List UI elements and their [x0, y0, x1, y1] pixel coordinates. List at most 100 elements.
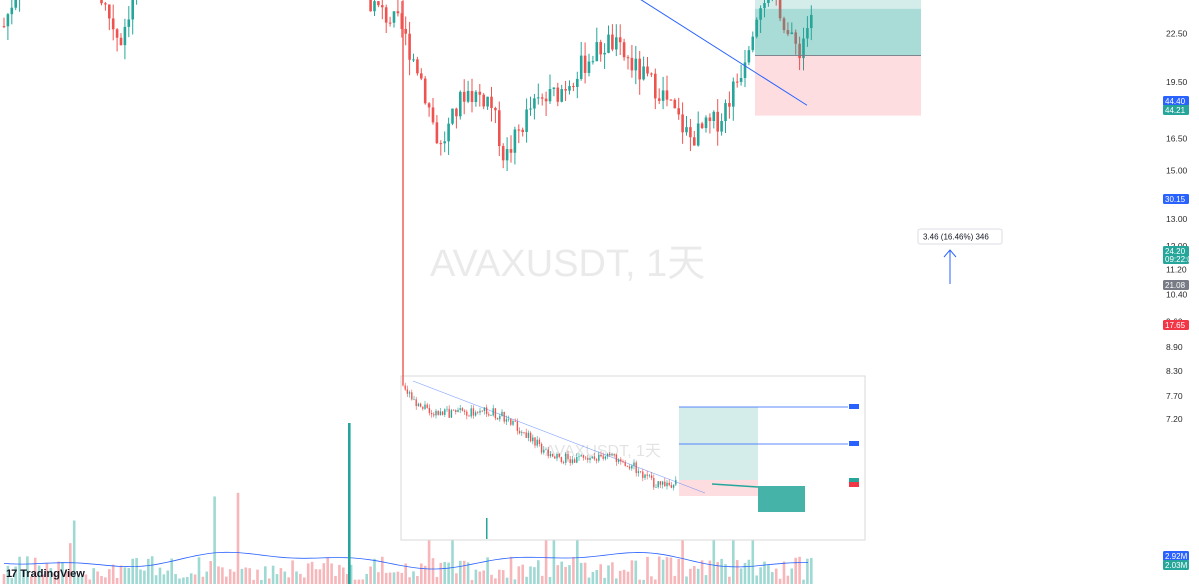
- volume-bar: [482, 570, 485, 584]
- volume-bar: [57, 561, 60, 584]
- volume-bar: [439, 562, 443, 584]
- inset-candle-body: [452, 410, 455, 411]
- position-stop-zone[interactable]: [755, 55, 921, 116]
- volume-bar: [669, 557, 673, 584]
- inset-candle-body: [668, 482, 670, 486]
- volume-bar: [369, 566, 372, 584]
- volume-bar: [357, 579, 361, 584]
- inset-candle-body: [600, 455, 602, 457]
- inset-candle-body: [463, 410, 466, 412]
- inset-candle-body: [415, 399, 417, 407]
- inset-candle-body: [567, 453, 569, 460]
- volume-bar: [540, 575, 544, 584]
- volume-bar: [427, 505, 431, 584]
- candle-body: [802, 38, 805, 59]
- price-tag-label: 21.08: [1165, 281, 1186, 290]
- inset-candle-body: [501, 411, 503, 416]
- candle-body: [794, 32, 797, 44]
- volume-bar: [583, 562, 587, 584]
- candle-body: [447, 123, 450, 142]
- inset-candle-body: [433, 414, 435, 416]
- volume-bar: [186, 576, 189, 584]
- candle-body: [443, 141, 446, 144]
- inset-candle-body: [507, 418, 510, 420]
- volume-bar: [774, 568, 778, 584]
- volume-bar: [111, 564, 115, 584]
- candle-body: [482, 94, 485, 107]
- volume-bar: [310, 561, 314, 584]
- inset-price-tag: [849, 482, 859, 487]
- volume-bar: [712, 500, 716, 584]
- candle-body: [583, 55, 587, 73]
- candle-body: [427, 103, 431, 108]
- candle-body: [689, 127, 692, 138]
- candle-body: [381, 5, 384, 8]
- volume-bar: [724, 564, 727, 584]
- inset-candle-body: [494, 408, 497, 419]
- volume-bar: [763, 561, 766, 584]
- inset-candle-body: [430, 413, 433, 415]
- volume-bar: [509, 556, 513, 584]
- inset-stop-zone: [679, 480, 758, 496]
- inset-candle-body: [650, 475, 653, 478]
- price-tick-label: 15.00: [1166, 166, 1188, 176]
- volume-bar: [786, 575, 790, 584]
- candle-body: [677, 108, 680, 115]
- candle-body: [716, 111, 719, 132]
- volume-bar: [170, 558, 173, 584]
- candle-body: [451, 108, 454, 124]
- volume-bar: [696, 568, 700, 584]
- projection-label-box[interactable]: [917, 228, 1003, 245]
- volume-bar: [794, 557, 797, 584]
- volume-bar: [564, 566, 567, 584]
- inset-candle-body: [593, 456, 596, 460]
- candle-body: [696, 123, 700, 146]
- volume-bar: [435, 577, 439, 584]
- volume-bar: [381, 556, 384, 584]
- volume-bar: [384, 572, 388, 584]
- position-profit-zone[interactable]: [755, 0, 921, 56]
- inset-connector: [711, 483, 759, 488]
- inset-candle-body: [426, 404, 428, 408]
- inset-candle-body: [417, 403, 420, 407]
- trendline[interactable]: [181, 0, 808, 106]
- candle-body: [416, 59, 419, 74]
- candle-body: [751, 36, 755, 51]
- inset-candle-body: [624, 462, 626, 466]
- inset-candle-body: [582, 455, 585, 458]
- volume-bar: [342, 567, 345, 584]
- price-tag-label: 44.21: [1165, 106, 1186, 115]
- candle-body: [455, 108, 458, 117]
- candle-body: [763, 3, 766, 9]
- volume-bar: [26, 556, 29, 584]
- volume-bar: [790, 568, 794, 584]
- volume-bar: [260, 579, 263, 584]
- inset-candle-body: [637, 471, 640, 473]
- volume-bar: [131, 558, 134, 584]
- volume-bar: [505, 577, 509, 584]
- volume-bar: [755, 575, 758, 584]
- candle-body: [595, 42, 599, 62]
- candle-body: [556, 87, 560, 102]
- volume-bar: [178, 578, 181, 584]
- tradingview-logo[interactable]: 17 TradingView: [6, 568, 85, 580]
- volume-bar: [213, 496, 216, 584]
- volume-bar: [751, 520, 755, 584]
- candle-body: [576, 78, 579, 87]
- volume-bar: [373, 558, 376, 584]
- volume-bar: [513, 579, 517, 584]
- inset-candle-body: [657, 481, 659, 488]
- inset-candle-body: [435, 410, 437, 416]
- price-tick-label: 7.20: [1166, 414, 1183, 424]
- inset-candle-body: [545, 449, 547, 451]
- volume-bar: [232, 571, 236, 584]
- inset-candle-body: [655, 487, 657, 488]
- candle-body: [657, 98, 661, 101]
- volume-bar: [759, 567, 762, 584]
- price-axis[interactable]: 22.5019.5016.5015.0013.0012.0011.2010.40…: [1163, 29, 1197, 570]
- volume-bar: [18, 556, 21, 584]
- volume-bar: [123, 567, 127, 584]
